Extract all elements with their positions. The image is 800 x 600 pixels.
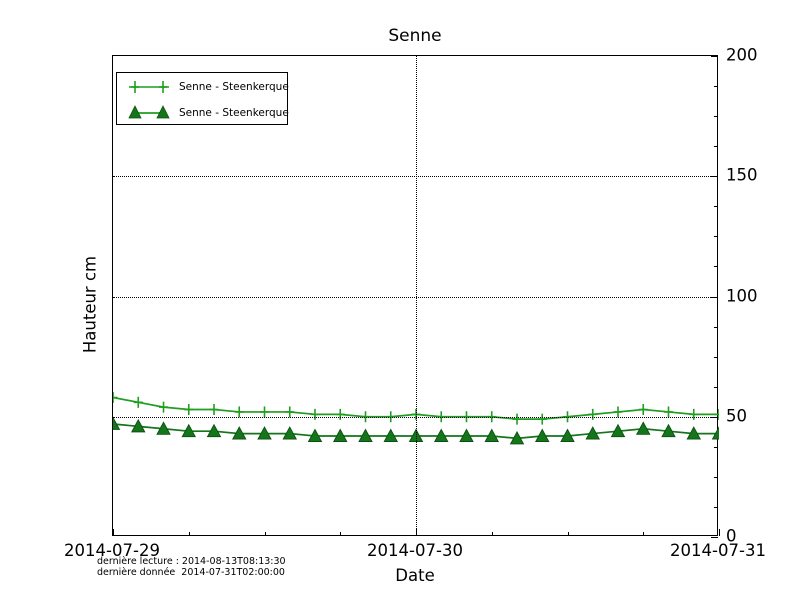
data-point-plus-icon <box>285 406 295 418</box>
x-axis-tick-label: 2014-07-31 <box>670 541 766 560</box>
y-axis-minor-tick <box>714 476 718 478</box>
x-axis-minor-tick <box>340 532 342 536</box>
data-point-triangle-icon <box>433 428 449 442</box>
y-axis-tick-label: 100 <box>726 286 758 305</box>
data-point-triangle-icon <box>610 423 626 438</box>
y-axis-minor-tick <box>714 386 718 388</box>
y-axis-tick-label: 150 <box>726 165 758 185</box>
data-point-triangle-icon <box>509 430 525 445</box>
data-point-plus-icon <box>113 392 118 404</box>
y-axis-title: Hauteur cm <box>80 255 100 354</box>
x-axis-tick <box>719 529 720 536</box>
footnote: dernière lecture : 2014-08-13T08:13:30 d… <box>97 556 286 578</box>
legend: Senne - Steenkerque Senne - Steenkerque <box>116 72 289 126</box>
data-point-plus-icon <box>664 406 673 418</box>
data-point-triangle-icon <box>484 428 500 442</box>
data-point-triangle-icon <box>307 428 323 442</box>
legend-item-1[interactable]: Senne - Steenkerque <box>117 100 289 126</box>
y-axis-tick <box>711 416 718 418</box>
y-axis-minor-tick <box>714 506 718 508</box>
y-axis-minor-tick <box>714 146 718 148</box>
y-axis-minor-tick <box>714 86 718 88</box>
y-axis-tick <box>711 176 718 178</box>
x-axis-tick <box>416 529 417 536</box>
x-axis-tick <box>113 529 114 536</box>
x-axis-title: Date <box>395 566 435 585</box>
x-axis-minor-tick <box>643 532 645 536</box>
y-axis-minor-tick <box>714 446 718 448</box>
y-axis-minor-tick <box>714 266 718 268</box>
y-axis-tick-label: 50 <box>726 406 747 426</box>
data-point-plus-icon <box>714 408 719 420</box>
data-point-triangle-icon <box>383 428 399 442</box>
footnote-line-1: dernière lecture : 2014-08-13T08:13:30 <box>97 556 286 567</box>
data-point-triangle-icon <box>661 423 676 438</box>
data-point-plus-icon <box>613 406 623 418</box>
data-point-plus-icon <box>184 404 194 416</box>
data-point-triangle-icon <box>130 418 146 433</box>
data-point-triangle-icon <box>181 423 197 438</box>
legend-item-0[interactable]: Senne - Steenkerque <box>117 74 289 100</box>
data-point-triangle-icon <box>358 428 373 442</box>
data-point-plus-icon <box>689 408 699 420</box>
data-point-triangle-icon <box>585 426 601 440</box>
x-axis-tick-label: 2014-07-29 <box>64 541 160 560</box>
legend-marker-triangle-icon <box>128 105 170 119</box>
data-point-plus-icon <box>335 408 345 420</box>
x-axis-minor-tick <box>264 532 266 536</box>
data-point-plus-icon <box>512 413 522 425</box>
data-point-triangle-icon <box>459 428 474 442</box>
data-point-triangle-icon <box>332 428 348 442</box>
data-point-triangle-icon <box>534 428 550 442</box>
y-axis-minor-tick <box>714 236 718 238</box>
data-point-triangle-icon <box>113 416 121 430</box>
x-axis-tick-label: 2014-07-30 <box>367 541 463 560</box>
y-axis-minor-tick <box>714 326 718 328</box>
gridline-horizontal <box>113 176 717 178</box>
y-axis-tick-label: 200 <box>726 45 758 65</box>
data-point-plus-icon <box>537 413 547 425</box>
gridline-vertical <box>416 56 417 535</box>
x-axis-minor-tick <box>491 532 493 536</box>
data-point-plus-icon <box>209 404 219 416</box>
y-axis-tick <box>711 56 718 57</box>
data-point-triangle-icon <box>635 421 651 435</box>
y-axis-tick-label: 0 <box>726 526 737 546</box>
x-axis-minor-tick <box>188 532 190 536</box>
gridline-horizontal <box>113 296 717 298</box>
data-point-plus-icon <box>260 406 269 418</box>
legend-marker-plus-icon <box>129 81 169 93</box>
y-axis-minor-tick <box>714 206 718 208</box>
data-point-triangle-icon <box>257 426 272 440</box>
legend-label-1: Senne - Steenkerque <box>179 107 289 119</box>
data-point-triangle-icon <box>206 423 222 438</box>
y-axis-minor-tick <box>714 356 718 358</box>
y-axis-tick <box>711 537 718 538</box>
page-title: Senne <box>388 26 442 46</box>
y-axis-tick <box>711 296 718 298</box>
data-point-triangle-icon <box>686 426 702 440</box>
data-point-triangle-icon <box>282 426 298 440</box>
y-axis-minor-tick <box>714 116 718 118</box>
data-point-triangle-icon <box>711 426 719 440</box>
data-point-plus-icon <box>234 406 244 418</box>
data-point-triangle-icon <box>156 421 171 435</box>
legend-label-0: Senne - Steenkerque <box>179 81 289 93</box>
x-axis-minor-tick <box>567 532 569 536</box>
plot-area <box>112 55 720 538</box>
data-point-plus-icon <box>588 408 598 420</box>
data-point-triangle-icon <box>560 428 575 442</box>
footnote-line-2: dernière donnée 2014-07-31T02:00:00 <box>97 566 285 578</box>
gridline-horizontal <box>113 416 717 418</box>
data-point-plus-icon <box>159 401 168 413</box>
data-point-plus-icon <box>310 408 320 420</box>
data-point-plus-icon <box>133 396 143 408</box>
data-point-triangle-icon <box>231 426 247 440</box>
data-point-plus-icon <box>638 404 648 416</box>
